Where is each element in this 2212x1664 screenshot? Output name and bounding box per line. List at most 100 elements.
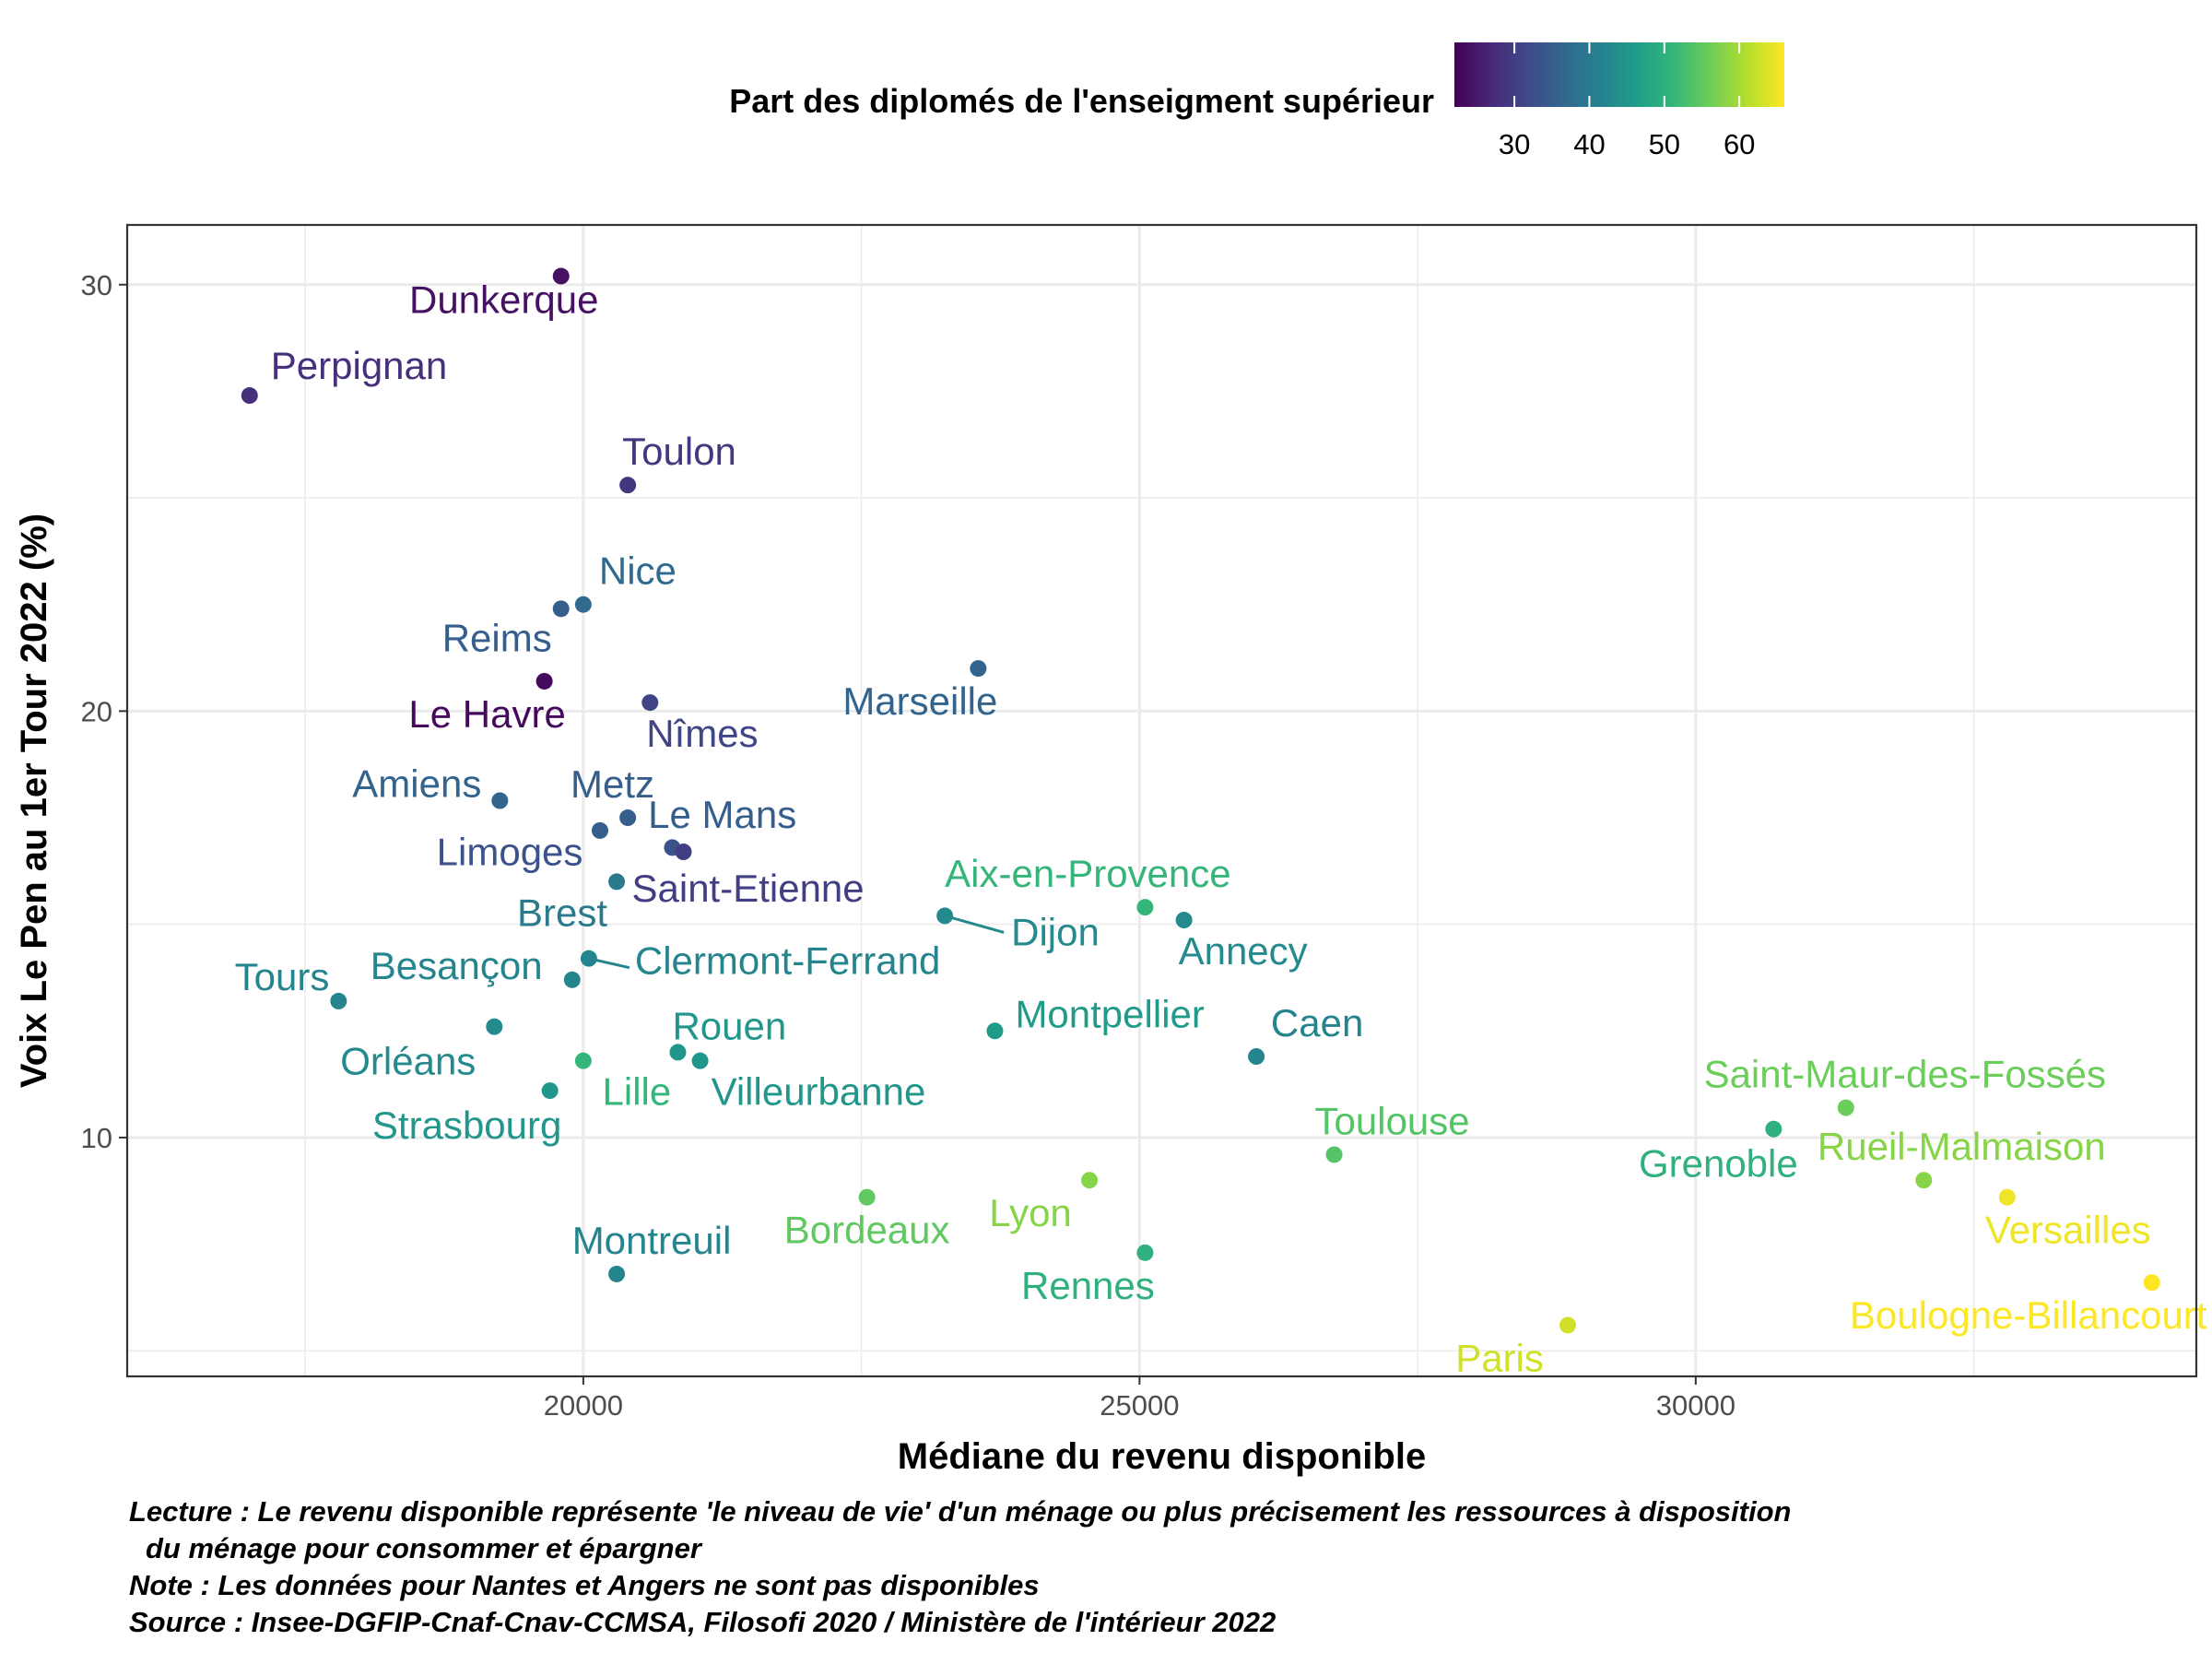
label-nimes: Nîmes	[646, 712, 758, 755]
label-metz: Metz	[571, 762, 654, 806]
label-aix-en-provence: Aix-en-Provence	[945, 852, 1230, 895]
point-besancon	[563, 971, 581, 988]
y-axis-title: Voix Le Pen au 1er Tour 2022 (%)	[14, 513, 54, 1088]
point-dunkerque	[552, 267, 570, 285]
legend-tick-label: 60	[1724, 128, 1755, 160]
point-lille	[574, 1052, 592, 1069]
label-saint-maur-des-fosses: Saint-Maur-des-Fossés	[1704, 1053, 2106, 1096]
label-toulouse: Toulouse	[1315, 1099, 1470, 1142]
y-tick-label: 20	[81, 695, 112, 727]
point-metz	[591, 821, 608, 839]
label-caen: Caen	[1271, 1001, 1363, 1044]
connector-dijon	[944, 914, 1005, 934]
point-nimes	[641, 694, 659, 712]
point-rouen	[669, 1044, 687, 1061]
point-aix-en-provence	[1136, 899, 1154, 916]
point-bordeaux	[858, 1188, 876, 1206]
label-montpellier: Montpellier	[1015, 992, 1204, 1035]
label-grenoble: Grenoble	[1639, 1142, 1798, 1186]
point-versailles	[1998, 1188, 2016, 1206]
y-tick-label: 10	[81, 1122, 112, 1154]
label-toulon: Toulon	[622, 430, 736, 473]
x-axis-title: Médiane du revenu disponible	[898, 1436, 1426, 1477]
label-nice: Nice	[599, 549, 677, 593]
axes: 20000 25000 30000 10 20 30 Médiane du revenu d…	[14, 269, 1735, 1477]
point-tours	[330, 992, 347, 1009]
label-limoges: Limoges	[437, 830, 583, 873]
label-boulogne-billancourt: Boulogne-Billancourt	[1850, 1293, 2207, 1337]
label-lille: Lille	[603, 1070, 672, 1114]
label-le-havre: Le Havre	[408, 692, 565, 736]
label-besancon: Besançon	[371, 944, 543, 987]
plot-panel: Dunkerque Perpignan Toulon Nice Reims Le Havr…	[125, 223, 2207, 1379]
point-toulon	[619, 477, 637, 494]
label-tours: Tours	[235, 955, 330, 998]
label-saint-etienne: Saint-Etienne	[631, 867, 864, 910]
label-marseille: Marseille	[842, 679, 997, 723]
label-dunkerque: Dunkerque	[409, 278, 598, 322]
caption-line-1: Lecture : Le revenu disponible représent…	[129, 1495, 1791, 1528]
legend-tick-label: 30	[1499, 128, 1530, 160]
point-saint-maur-des-fosses	[1837, 1099, 1854, 1116]
caption-line-3: Note : Les données pour Nantes et Angers…	[129, 1569, 1040, 1601]
point-strasbourg	[541, 1082, 559, 1100]
point-rennes	[1136, 1244, 1154, 1261]
label-dijon: Dijon	[1011, 910, 1100, 953]
legend-colorbar	[1454, 42, 1784, 107]
point-montpellier	[986, 1022, 1004, 1040]
point-brest	[608, 873, 626, 891]
panel-border	[125, 223, 2198, 1378]
point-perpignan	[241, 387, 258, 405]
point-nice	[574, 596, 592, 613]
point-saint-etienne	[675, 844, 692, 861]
label-paris: Paris	[1455, 1336, 1544, 1379]
label-villeurbanne: Villeurbanne	[712, 1070, 926, 1114]
legend-tick-label: 50	[1649, 128, 1680, 160]
caption-line-4: Source : Insee-DGFIP-Cnaf-Cnav-CCMSA, Fi…	[129, 1606, 1276, 1638]
label-brest: Brest	[517, 891, 607, 934]
x-tick-label: 30000	[1656, 1389, 1735, 1422]
y-tick-label: 30	[81, 269, 112, 301]
panel-background	[127, 225, 2196, 1376]
point-amiens	[491, 792, 509, 809]
label-annecy: Annecy	[1179, 929, 1308, 973]
connector-clermont-ferrand	[588, 957, 630, 970]
label-rennes: Rennes	[1021, 1264, 1155, 1307]
point-orleans	[486, 1018, 503, 1035]
point-paris	[1559, 1316, 1577, 1334]
point-le-mans	[619, 809, 637, 827]
label-rouen: Rouen	[672, 1004, 786, 1047]
x-tick-label: 20000	[544, 1389, 623, 1422]
point-lyon	[1081, 1172, 1099, 1189]
point-villeurbanne	[691, 1052, 709, 1069]
label-lyon: Lyon	[989, 1191, 1072, 1234]
legend: Part des diplomés de l'enseigment supéri…	[729, 42, 1784, 160]
point-annecy	[1175, 912, 1193, 929]
point-rueil-malmaison	[1915, 1172, 1933, 1189]
caption: Lecture : Le revenu disponible représent…	[129, 1495, 1791, 1638]
label-reims: Reims	[442, 616, 552, 659]
point-montreuil	[608, 1265, 626, 1282]
legend-title: Part des diplomés de l'enseigment supéri…	[729, 82, 1434, 120]
label-le-mans: Le Mans	[648, 793, 796, 836]
label-clermont-ferrand: Clermont-Ferrand	[635, 939, 940, 983]
label-montreuil: Montreuil	[572, 1219, 732, 1262]
point-toulouse	[1325, 1146, 1343, 1163]
label-versailles: Versailles	[1985, 1209, 2151, 1252]
caption-line-2: du ménage pour consommer et épargner	[146, 1532, 703, 1564]
point-boulogne-billancourt	[2143, 1274, 2160, 1292]
legend-tick-label: 40	[1573, 128, 1605, 160]
label-strasbourg: Strasbourg	[372, 1103, 561, 1147]
point-caen	[1248, 1048, 1265, 1066]
label-bordeaux: Bordeaux	[784, 1209, 950, 1252]
x-tick-label: 25000	[1100, 1389, 1179, 1422]
point-reims	[552, 600, 570, 618]
point-le-havre	[535, 672, 553, 690]
point-grenoble	[1765, 1120, 1783, 1138]
point-marseille	[970, 660, 987, 678]
label-rueil-malmaison: Rueil-Malmaison	[1818, 1125, 2106, 1168]
label-orleans: Orléans	[340, 1040, 476, 1083]
label-amiens: Amiens	[352, 762, 481, 806]
label-perpignan: Perpignan	[271, 344, 447, 387]
